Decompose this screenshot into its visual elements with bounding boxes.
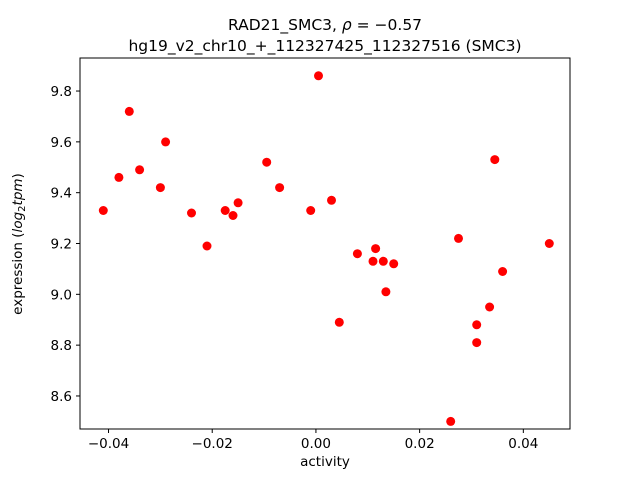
- y-tick-label: 9.0: [51, 287, 72, 303]
- data-point: [306, 206, 316, 215]
- data-point: [378, 256, 388, 266]
- x-tick-label: 0.02: [405, 436, 435, 452]
- data-point: [389, 259, 399, 269]
- data-point: [490, 155, 500, 165]
- data-point: [161, 137, 171, 147]
- data-point: [381, 287, 391, 297]
- data-point: [446, 416, 456, 426]
- data-point: [220, 206, 230, 215]
- data-point: [124, 106, 134, 116]
- y-tick-label: 8.8: [51, 338, 72, 354]
- data-point: [334, 317, 344, 327]
- data-point: [275, 183, 285, 193]
- chart-title: RAD21_SMC3, ρ = −0.57: [228, 16, 422, 35]
- data-point: [262, 157, 272, 167]
- y-tick-label: 9.6: [51, 135, 72, 151]
- data-point: [485, 302, 495, 312]
- data-point: [498, 267, 508, 276]
- data-point: [371, 244, 381, 254]
- data-point: [327, 195, 336, 205]
- x-tick-label: −0.02: [192, 436, 233, 452]
- data-point: [135, 165, 145, 175]
- data-point: [114, 172, 124, 182]
- data-point: [314, 71, 323, 81]
- data-point: [352, 249, 362, 259]
- data-point: [155, 183, 165, 193]
- data-point: [454, 233, 463, 243]
- chart-subtitle: hg19_v2_chr10_+_112327425_112327516 (SMC…: [128, 37, 521, 56]
- y-tick-label: 9.4: [51, 186, 72, 202]
- data-point: [544, 239, 554, 248]
- x-tick-label: −0.04: [88, 436, 129, 452]
- y-tick-label: 8.6: [51, 389, 72, 405]
- x-tick-label: 0.04: [508, 436, 538, 452]
- x-tick-label: 0.00: [301, 436, 331, 452]
- data-point: [472, 338, 482, 348]
- data-point: [98, 206, 108, 215]
- plot-frame: [79, 57, 571, 430]
- y-axis-label: expression (log2tpm): [10, 173, 28, 315]
- data-point: [472, 320, 482, 330]
- x-axis-label: activity: [300, 454, 350, 470]
- data-point: [202, 241, 212, 251]
- data-point: [368, 256, 378, 266]
- data-point: [187, 208, 196, 218]
- y-tick-label: 9.2: [51, 237, 72, 253]
- data-point: [228, 211, 238, 220]
- data-point: [233, 198, 243, 208]
- y-tick-label: 9.8: [51, 84, 72, 100]
